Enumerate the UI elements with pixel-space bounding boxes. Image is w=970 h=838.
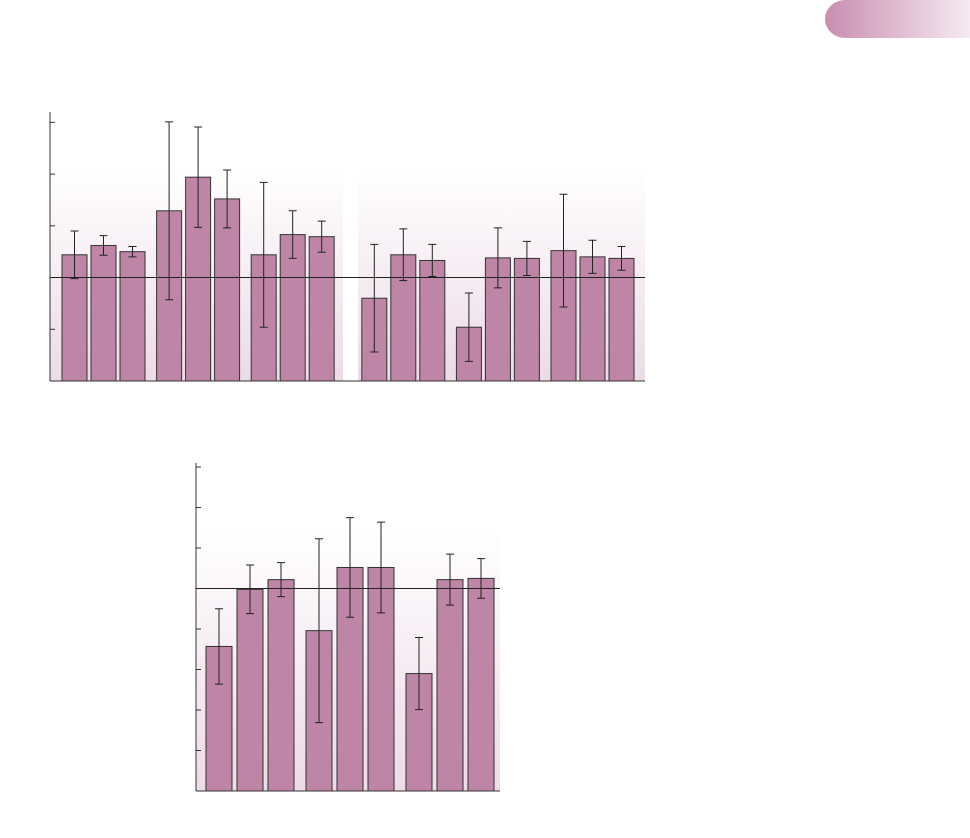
bar	[214, 198, 241, 382]
bar	[267, 579, 295, 792]
error-bar	[99, 235, 108, 256]
error-bar	[259, 181, 268, 328]
error-bar	[70, 230, 79, 280]
bar	[119, 251, 146, 382]
bar	[419, 259, 446, 382]
error-bar	[370, 243, 379, 353]
error-bar	[428, 243, 437, 278]
error-bar	[315, 538, 323, 724]
error-bar	[588, 239, 597, 274]
error-bar	[559, 193, 568, 308]
error-bar	[246, 564, 254, 615]
bar	[436, 579, 464, 792]
error-bar	[194, 126, 203, 228]
error-bar	[377, 521, 385, 614]
error-bar	[277, 562, 285, 598]
bar	[90, 244, 117, 382]
error-bar	[522, 240, 531, 276]
error-bar	[446, 553, 454, 606]
error-bar	[477, 558, 485, 599]
error-bar	[399, 228, 408, 282]
error-bar	[346, 517, 354, 618]
bar	[467, 577, 495, 792]
bar	[513, 257, 540, 382]
error-bar	[317, 220, 326, 253]
error-bar	[464, 292, 473, 362]
bar	[608, 257, 635, 382]
header-tab	[825, 0, 970, 38]
bar	[308, 236, 335, 382]
plots	[49, 112, 645, 792]
error-bar	[415, 637, 423, 711]
bar	[61, 254, 88, 382]
bar	[236, 588, 264, 792]
error-bar	[288, 210, 297, 259]
error-bar	[617, 246, 626, 271]
error-bar	[128, 246, 137, 258]
error-bar	[165, 121, 174, 301]
error-bar	[223, 169, 232, 229]
bar	[579, 256, 606, 382]
error-bar	[215, 608, 223, 685]
